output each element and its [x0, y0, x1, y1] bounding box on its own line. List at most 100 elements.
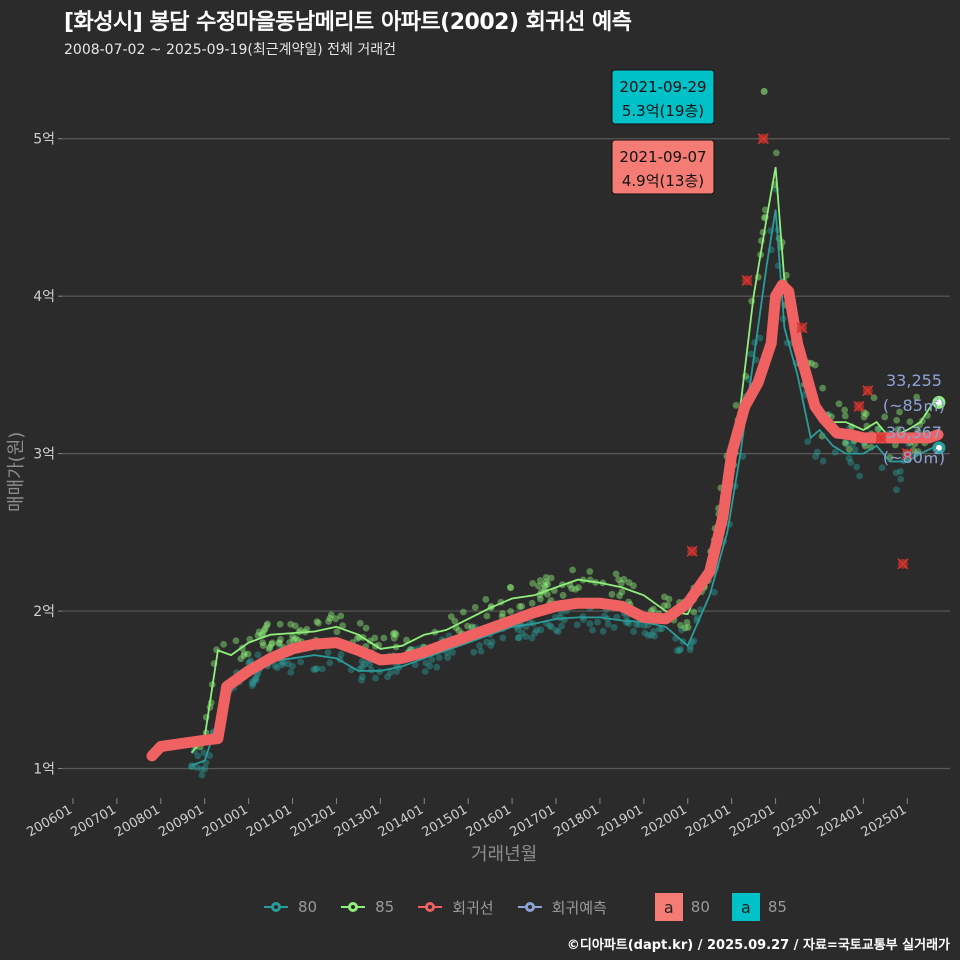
transaction-point	[756, 334, 764, 342]
forecast-value-85: 33,255	[886, 371, 942, 390]
transaction-point	[393, 668, 400, 676]
transaction-point	[660, 602, 668, 609]
transaction-point	[260, 626, 268, 634]
transaction-point	[353, 635, 361, 642]
transaction-point	[358, 676, 365, 684]
transaction-point	[259, 639, 267, 647]
x-axis-label: 거래년월	[471, 844, 538, 865]
legend-key-regression	[416, 897, 444, 917]
transaction-point	[194, 752, 202, 760]
transaction-point	[537, 595, 544, 603]
transaction-point	[198, 765, 205, 773]
transaction-point	[529, 579, 537, 587]
transaction-point	[617, 579, 625, 587]
transaction-point	[541, 581, 548, 589]
transaction-point	[544, 580, 552, 588]
transaction-point	[277, 635, 284, 643]
transaction-point	[851, 446, 859, 454]
transaction-point	[271, 662, 279, 670]
transaction-point	[630, 628, 637, 635]
transaction-point	[893, 486, 900, 494]
transaction-point	[650, 627, 657, 635]
transaction-point	[516, 603, 524, 610]
transaction-point	[541, 583, 549, 591]
transaction-point	[575, 584, 582, 591]
transaction-point	[647, 631, 655, 639]
forecast-area-80: (~80㎡)	[883, 448, 945, 467]
transaction-point	[847, 459, 855, 466]
transaction-point	[896, 468, 904, 475]
regression-line	[146, 279, 944, 762]
x-tick-label: 202301	[771, 802, 821, 840]
transaction-point	[249, 680, 257, 688]
transaction-point	[845, 454, 853, 462]
transaction-point	[198, 771, 206, 779]
transaction-point	[200, 749, 208, 757]
transaction-point	[313, 618, 321, 626]
x-tick-label: 201501	[420, 802, 470, 840]
transaction-point	[275, 639, 283, 647]
transaction-point	[625, 579, 633, 586]
legend-item-85: 85	[339, 897, 394, 917]
transaction-point	[289, 633, 296, 640]
transaction-point	[843, 440, 851, 448]
transaction-point	[537, 626, 545, 634]
transaction-point	[433, 663, 441, 671]
y-tick-label: 2억	[33, 604, 55, 620]
legend-item-80: 80	[262, 897, 317, 917]
x-tick-label: 201601	[464, 802, 514, 840]
transaction-point	[568, 585, 576, 592]
legend-label-85: 85	[375, 898, 395, 916]
annotated-point-85	[760, 87, 768, 95]
transaction-point	[690, 608, 698, 616]
transaction-point	[297, 658, 305, 666]
transaction-point	[544, 590, 551, 598]
annotation-box-85	[611, 69, 715, 125]
transaction-point	[841, 412, 849, 420]
transaction-point	[559, 591, 567, 599]
transaction-point	[303, 625, 311, 633]
transaction-point	[464, 622, 472, 630]
transaction-point	[201, 765, 209, 773]
transaction-point	[542, 573, 550, 581]
cancelled-mark	[901, 448, 913, 460]
transaction-point	[896, 408, 903, 416]
x-tick-label: 202201	[727, 802, 777, 840]
transaction-point	[650, 605, 657, 613]
legend-box-80: a	[654, 893, 683, 921]
x-tick-label: 202001	[639, 802, 689, 840]
transaction-point	[251, 676, 259, 684]
chart-title: [화성시] 봉담 수정마을동남메리트 아파트(2002) 회귀선 예측	[64, 10, 632, 35]
transaction-point	[892, 469, 900, 477]
transaction-point	[261, 625, 269, 633]
transaction-point	[518, 629, 526, 637]
transaction-point	[366, 661, 374, 668]
transaction-point	[536, 577, 544, 584]
transaction-point	[332, 615, 340, 623]
transaction-point	[248, 678, 256, 686]
transaction-point	[804, 438, 812, 445]
cancelled-mark	[741, 274, 753, 286]
annotation-date-80: 2021-09-07	[619, 148, 706, 166]
transaction-point	[499, 610, 506, 617]
transaction-point	[841, 406, 849, 414]
transaction-point	[894, 426, 902, 433]
transaction-point	[656, 625, 663, 633]
transaction-point	[259, 642, 267, 649]
x-tick-label: 201701	[508, 802, 558, 840]
transaction-point	[483, 638, 491, 646]
transaction-point	[618, 588, 626, 596]
transaction-point	[853, 463, 861, 471]
transaction-point	[314, 619, 322, 627]
transaction-point	[337, 651, 345, 658]
transaction-point	[644, 632, 652, 639]
transaction-point	[913, 393, 921, 401]
transaction-point	[635, 621, 643, 628]
transaction-point	[586, 568, 594, 575]
transaction-point	[640, 622, 648, 629]
transaction-point	[615, 576, 623, 584]
forecast-value-80: 30,367	[886, 423, 942, 442]
transaction-point	[547, 574, 555, 582]
transaction-point	[546, 622, 554, 630]
transaction-point	[835, 400, 843, 408]
